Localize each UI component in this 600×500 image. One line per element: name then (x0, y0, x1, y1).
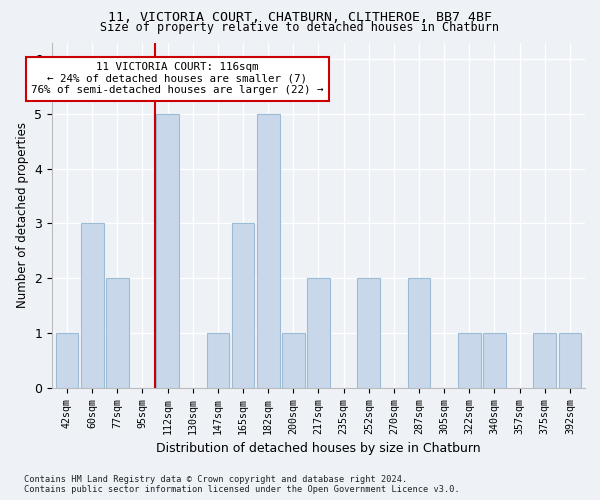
Bar (56, 333, 79, 388)
Bar (206, 333, 229, 388)
Bar (483, 333, 506, 388)
Text: 11, VICTORIA COURT, CHATBURN, CLITHEROE, BB7 4BF: 11, VICTORIA COURT, CHATBURN, CLITHEROE,… (108, 11, 492, 24)
Bar (232, 224, 254, 388)
Bar (257, 114, 280, 388)
Bar (307, 278, 330, 388)
Bar (157, 114, 179, 388)
Text: Contains HM Land Registry data © Crown copyright and database right 2024.
Contai: Contains HM Land Registry data © Crown c… (24, 474, 460, 494)
Y-axis label: Number of detached properties: Number of detached properties (16, 122, 29, 308)
Text: 11 VICTORIA COURT: 116sqm
← 24% of detached houses are smaller (7)
76% of semi-d: 11 VICTORIA COURT: 116sqm ← 24% of detac… (31, 62, 323, 96)
Bar (81, 224, 104, 388)
Bar (533, 333, 556, 388)
Bar (282, 333, 305, 388)
X-axis label: Distribution of detached houses by size in Chatburn: Distribution of detached houses by size … (156, 442, 481, 455)
Bar (358, 278, 380, 388)
Text: Size of property relative to detached houses in Chatburn: Size of property relative to detached ho… (101, 21, 499, 34)
Bar (106, 278, 128, 388)
Bar (559, 333, 581, 388)
Bar (408, 278, 430, 388)
Bar (458, 333, 481, 388)
